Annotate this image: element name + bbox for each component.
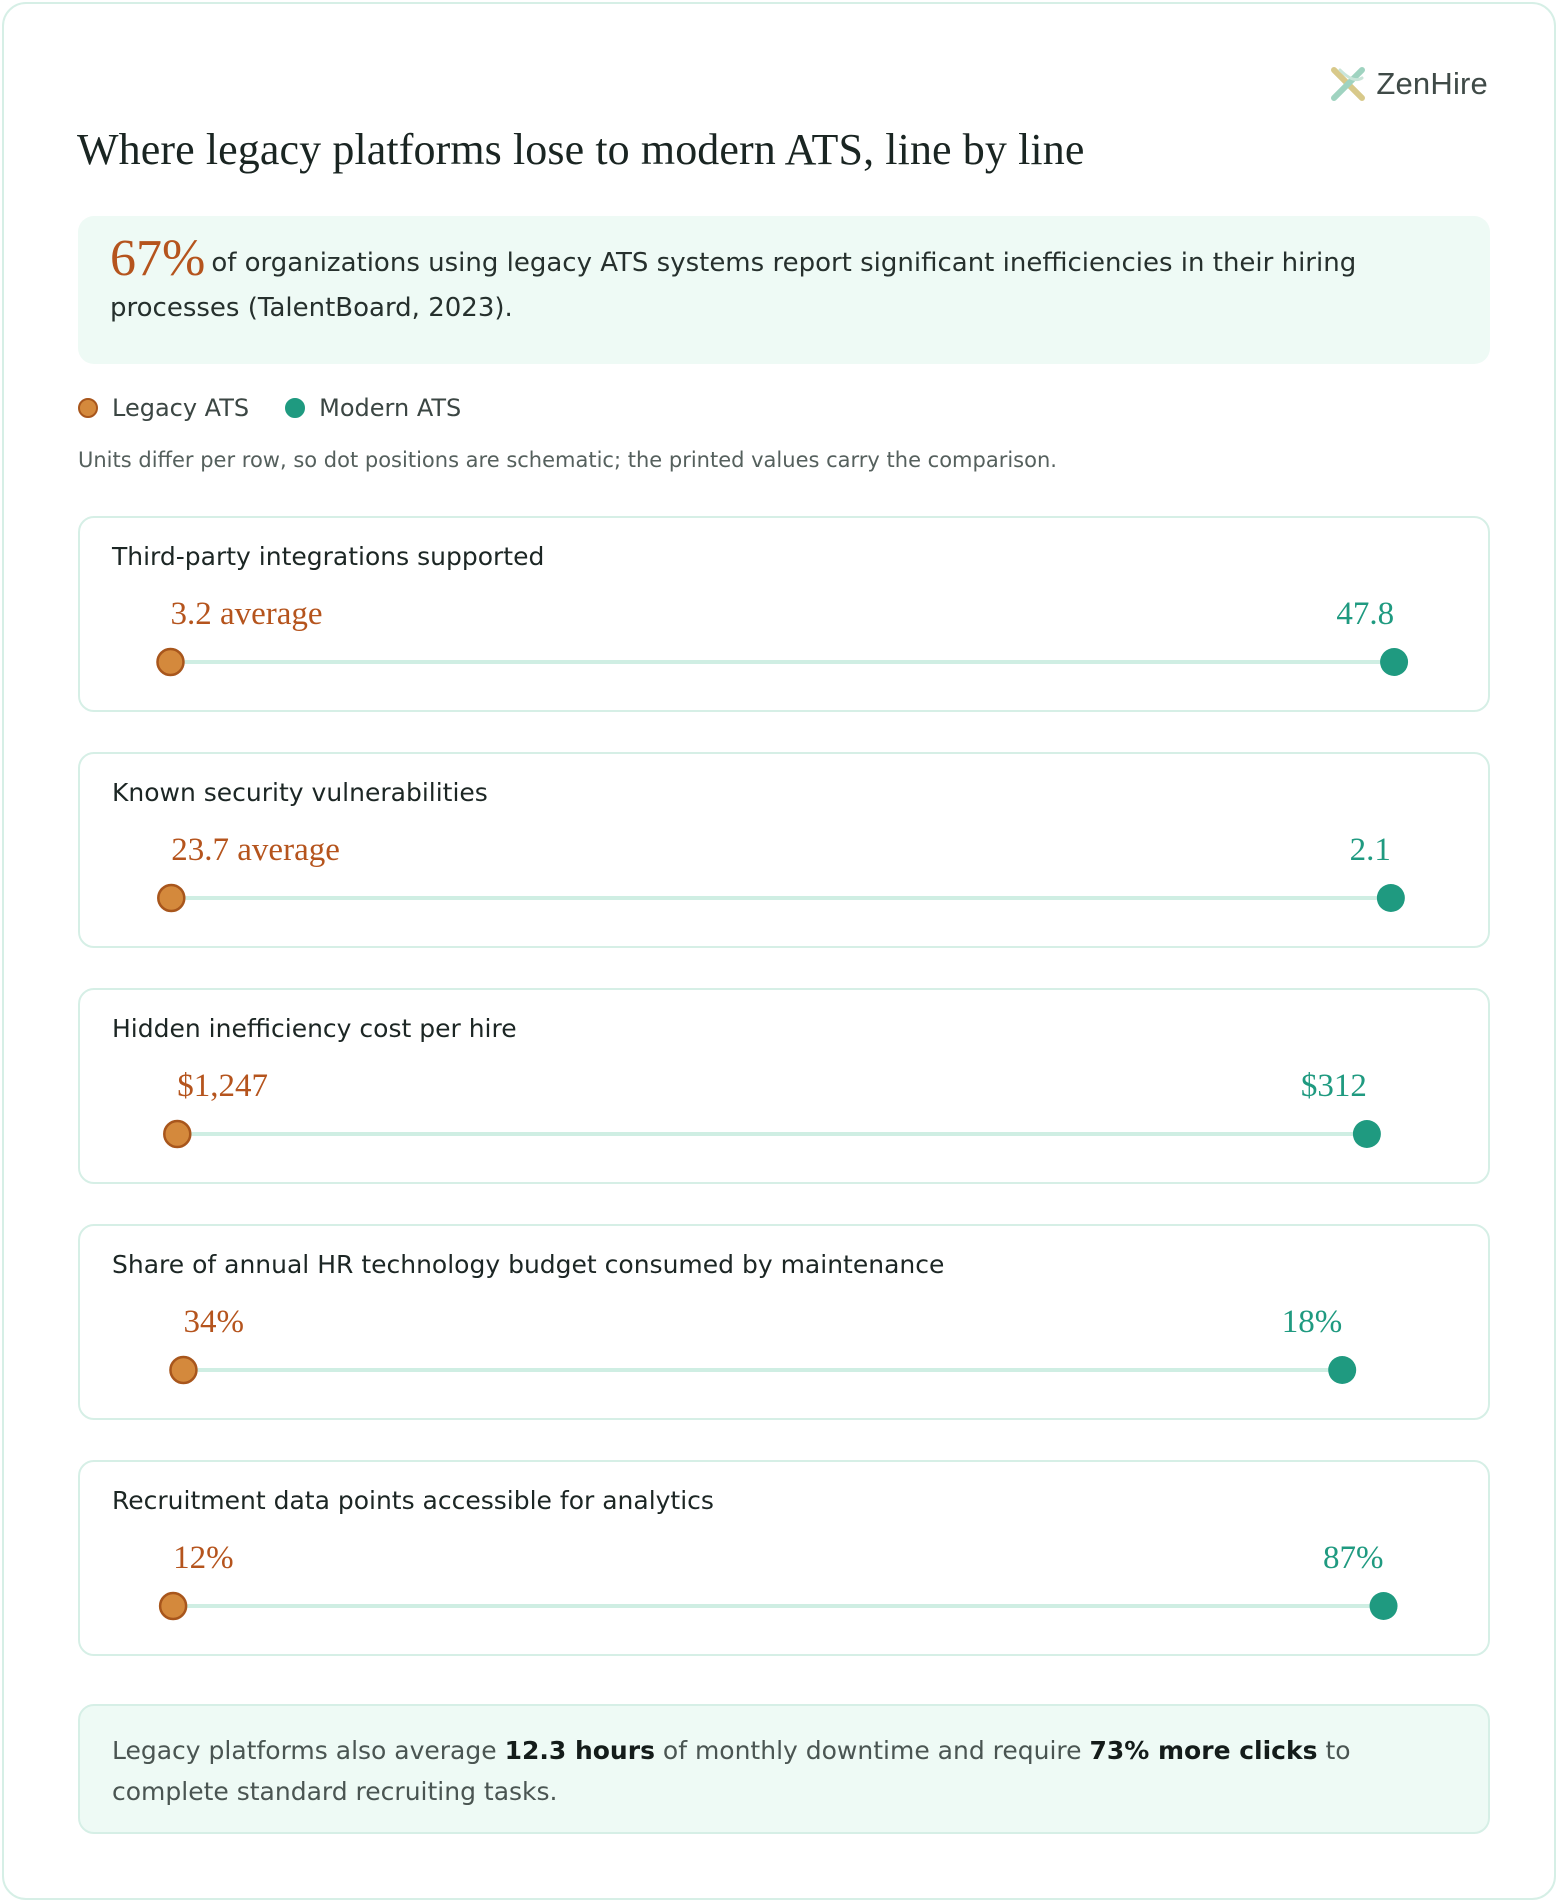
modern-dot	[1352, 1120, 1381, 1148]
legacy-value-label: $1,247	[177, 1068, 268, 1104]
modern-dot	[1380, 648, 1409, 676]
row-label: Share of annual HR technology budget con…	[112, 1250, 945, 1279]
footer-text-2: of monthly downtime and require	[654, 1736, 1090, 1765]
chart-note: Units differ per row, so dot positions a…	[78, 448, 1057, 472]
row-plot: 3.2 average 47.8	[156, 596, 1409, 677]
chart-row: Hidden inefficiency cost per hire $1,247 $…	[78, 988, 1490, 1184]
legacy-dot	[163, 1119, 192, 1149]
brand-logo: ZenHire	[1328, 62, 1488, 106]
highlight-text: of organizations using legacy ATS system…	[110, 248, 1357, 323]
legacy-dot	[158, 1591, 188, 1621]
row-plot: 34% 18%	[169, 1304, 1357, 1385]
chart-row: Share of annual HR technology budget con…	[78, 1224, 1490, 1420]
legacy-dot	[169, 1355, 198, 1385]
legacy-dot	[157, 883, 186, 913]
modern-value-label: 87%	[1323, 1540, 1384, 1576]
highlight-value: 67%	[110, 230, 206, 287]
row-plot: 12% 87%	[158, 1540, 1398, 1621]
modern-value-label: $312	[1301, 1068, 1367, 1104]
row-label: Third-party integrations supported	[112, 542, 545, 571]
chart-row: Known security vulnerabilities 23.7 avera…	[78, 752, 1490, 948]
footer-text-1: Legacy platforms also average	[112, 1736, 505, 1765]
highlight-stat: 67% of organizations using legacy ATS sys…	[110, 233, 1458, 331]
highlight-stat-box: 67% of organizations using legacy ATS sys…	[78, 216, 1490, 364]
footer-note: Legacy platforms also average 12.3 hours…	[78, 1704, 1490, 1834]
chart-legend: Legacy ATS Modern ATS	[78, 394, 461, 422]
row-label: Hidden inefficiency cost per hire	[112, 1014, 517, 1043]
legend-label-legacy: Legacy ATS	[112, 394, 250, 422]
chart-row: Recruitment data points accessible for a…	[78, 1460, 1490, 1656]
modern-value-label: 2.1	[1350, 832, 1391, 868]
footer-bold-downtime: 12.3 hours	[504, 1736, 655, 1765]
legend-item-modern: Modern ATS	[285, 394, 461, 422]
modern-value-label: 18%	[1282, 1304, 1343, 1340]
modern-dot	[1376, 884, 1405, 912]
legend-swatch-legacy	[78, 398, 98, 418]
page-title: Where legacy platforms lose to modern AT…	[77, 125, 1085, 174]
legacy-value-label: 34%	[183, 1304, 244, 1340]
footer-text-3: to complete standard recruiting tasks.	[112, 1736, 1351, 1806]
row-plot: 23.7 average 2.1	[157, 832, 1405, 913]
legacy-dot	[156, 647, 185, 677]
legacy-value-label: 23.7 average	[171, 832, 340, 868]
row-plot: $1,247 $312	[163, 1068, 1381, 1149]
row-label: Recruitment data points accessible for a…	[112, 1486, 714, 1515]
legacy-value-label: 3.2 average	[170, 596, 322, 632]
zenhire-logo-icon	[1331, 67, 1366, 101]
legend-label-modern: Modern ATS	[319, 394, 462, 422]
modern-dot	[1369, 1592, 1398, 1620]
chart-row: Third-party integrations supported 3.2 av…	[78, 516, 1490, 712]
legend-swatch-modern	[285, 398, 306, 418]
legend-item-legacy: Legacy ATS	[78, 394, 249, 422]
modern-value-label: 47.8	[1336, 596, 1394, 632]
row-label: Known security vulnerabilities	[112, 778, 488, 807]
modern-dot	[1328, 1356, 1357, 1384]
footer-bold-clicks: 73% more clicks	[1089, 1736, 1318, 1765]
brand-name: ZenHire	[1376, 66, 1488, 101]
legacy-value-label: 12%	[173, 1540, 234, 1576]
